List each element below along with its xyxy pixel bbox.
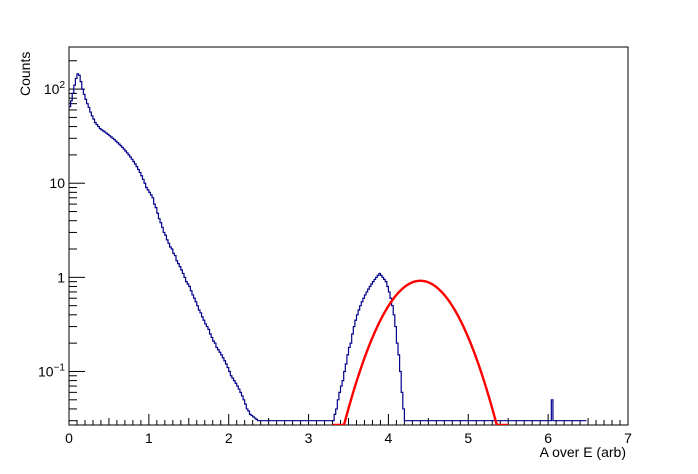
x-tick-label: 5 <box>464 430 472 446</box>
data-histogram-series <box>69 73 587 422</box>
y-axis-title: Counts <box>17 52 33 96</box>
x-tick-label: 3 <box>305 430 313 446</box>
x-tick-label: 2 <box>225 430 233 446</box>
y-tick-label: 10 <box>49 175 65 191</box>
y-tick-label: 1 <box>57 269 65 285</box>
x-axis-ticks <box>68 414 629 425</box>
plot-frame <box>68 46 629 426</box>
x-tick-label: 1 <box>145 430 153 446</box>
y-tick-label: 10−1 <box>38 362 65 379</box>
x-tick-label: 0 <box>65 430 73 446</box>
x-axis-title: A over E (arb) <box>540 444 626 460</box>
x-tick-label: 4 <box>385 430 393 446</box>
x-axis-tick-labels: 0 1 2 3 4 5 6 7 <box>65 430 632 446</box>
y-axis-ticks <box>69 60 85 422</box>
y-axis-tick-labels: 10−1 1 10 102 <box>38 80 65 379</box>
gaussian-fit-curve <box>332 279 509 425</box>
y-tick-label: 102 <box>44 80 66 97</box>
x-tick-label: 7 <box>624 430 632 446</box>
x-tick-label: 6 <box>544 430 552 446</box>
